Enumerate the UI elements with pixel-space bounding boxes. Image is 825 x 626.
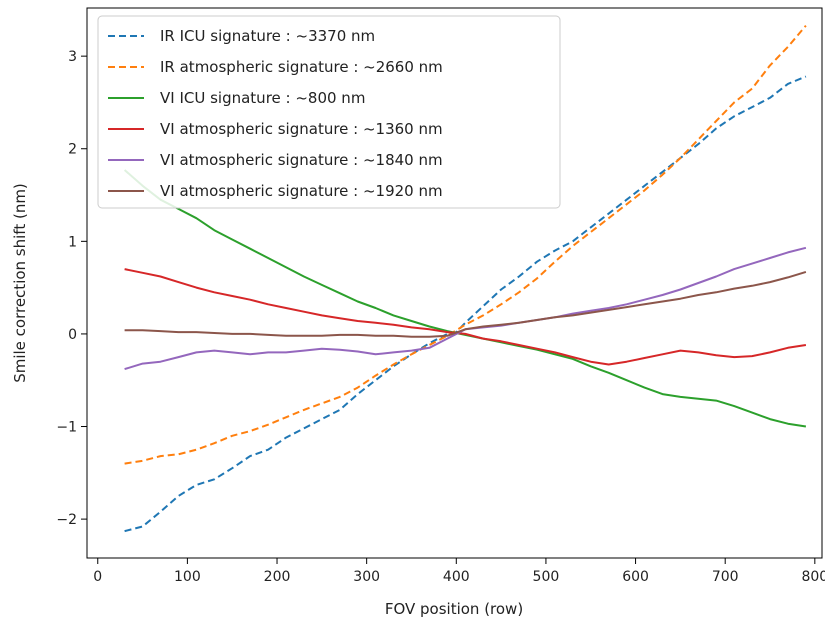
series-line-6 — [124, 270, 807, 338]
y-axis-ticks: −2 −1 0 1 2 3 — [56, 49, 87, 528]
series-line-4 — [124, 268, 807, 366]
x-tick-label: 100 — [174, 569, 201, 585]
x-tick-label: 300 — [353, 569, 380, 585]
y-tick-label: 0 — [68, 327, 77, 343]
legend-label: VI atmospheric signature : ~1360 nm — [160, 120, 443, 138]
x-tick-label: 700 — [712, 569, 739, 585]
series-line-2 — [124, 24, 807, 465]
x-tick-label: 800 — [801, 569, 825, 585]
x-axis-ticks: 0 100 200 300 400 500 600 700 800 — [93, 558, 825, 585]
legend-box — [97, 15, 561, 209]
legend-label: VI ICU signature : ~800 nm — [160, 89, 365, 107]
legend-items: IR ICU signature : ~3370 nm IR atmospheri… — [108, 27, 443, 200]
legend-label: IR ICU signature : ~3370 nm — [160, 27, 375, 45]
legend-label: VI atmospheric signature : ~1920 nm — [160, 182, 443, 200]
legend-label: VI atmospheric signature : ~1840 nm — [160, 151, 443, 169]
y-tick-label: 1 — [68, 234, 77, 250]
x-tick-label: 0 — [93, 569, 102, 585]
y-tick-label: 2 — [68, 142, 77, 158]
y-tick-label: −2 — [56, 512, 77, 528]
x-tick-label: 200 — [264, 569, 291, 585]
x-tick-label: 500 — [533, 569, 560, 585]
x-tick-label: 600 — [622, 569, 649, 585]
y-tick-label: −1 — [56, 420, 77, 436]
y-tick-label: 3 — [68, 49, 77, 65]
legend: IR ICU signature : ~3370 nm IR atmospheri… — [97, 15, 561, 209]
y-axis-label: Smile correction shift (nm) — [11, 183, 29, 383]
series-layer — [123, 24, 807, 533]
x-axis-label: FOV position (row) — [385, 600, 523, 618]
x-tick-label: 400 — [443, 569, 470, 585]
legend-label: IR atmospheric signature : ~2660 nm — [160, 58, 443, 76]
